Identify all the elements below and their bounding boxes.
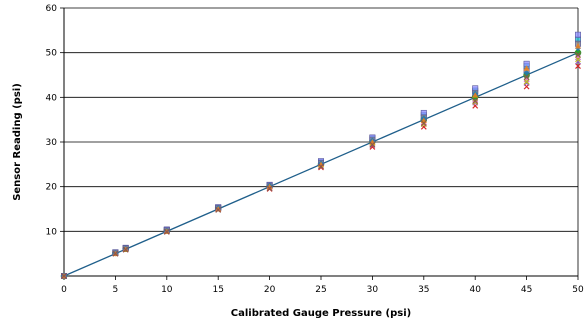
x-axis-title: Calibrated Gauge Pressure (psi)	[231, 308, 411, 319]
data-point	[575, 42, 581, 49]
axis-layer	[60, 7, 579, 280]
grid-layer	[64, 7, 578, 232]
x-tick-label: 0	[61, 285, 67, 295]
data-point	[575, 58, 581, 65]
x-tick-label: 10	[161, 285, 173, 295]
x-tick-label: 15	[212, 285, 223, 295]
x-tick-label: 45	[521, 285, 532, 295]
data-point	[523, 69, 530, 76]
y-tick-label: 20	[46, 183, 58, 193]
data-point	[112, 250, 119, 257]
data-point	[472, 97, 479, 104]
x-tick-label: 35	[418, 285, 429, 295]
data-point	[575, 56, 581, 63]
data-point	[215, 206, 222, 213]
data-point	[523, 74, 530, 81]
data-point	[472, 98, 479, 105]
y-tick-label: 30	[46, 138, 58, 148]
x-tick-label: 20	[264, 285, 276, 295]
y-tick-label: 50	[46, 49, 58, 59]
y-tick-label: 10	[46, 227, 58, 237]
data-point	[215, 206, 222, 212]
data-point	[163, 228, 170, 235]
data-point	[575, 51, 581, 58]
y-tick-label: 60	[46, 4, 58, 14]
data-point	[369, 141, 376, 148]
data-point	[266, 185, 273, 192]
points-layer	[60, 31, 582, 280]
data-point	[523, 78, 530, 85]
y-axis-title: Sensor Reading (psi)	[12, 83, 23, 201]
tick-label-layer: 10 20 30 40 50 60 0 5 10 15 20 25 30 35 40 45 50	[46, 4, 584, 295]
data-point	[420, 120, 427, 127]
x-tick-label: 30	[367, 285, 379, 295]
data-point	[472, 92, 479, 98]
data-point	[574, 31, 581, 38]
data-point	[318, 163, 324, 170]
data-point	[575, 63, 581, 69]
data-point	[523, 65, 530, 71]
x-tick-label: 50	[572, 285, 584, 295]
data-point	[122, 246, 129, 253]
data-point	[61, 273, 67, 279]
x-tick-label: 25	[315, 285, 326, 295]
y-tick-label: 40	[46, 93, 58, 103]
x-tick-label: 5	[113, 285, 119, 295]
x-tick-label: 40	[469, 285, 481, 295]
